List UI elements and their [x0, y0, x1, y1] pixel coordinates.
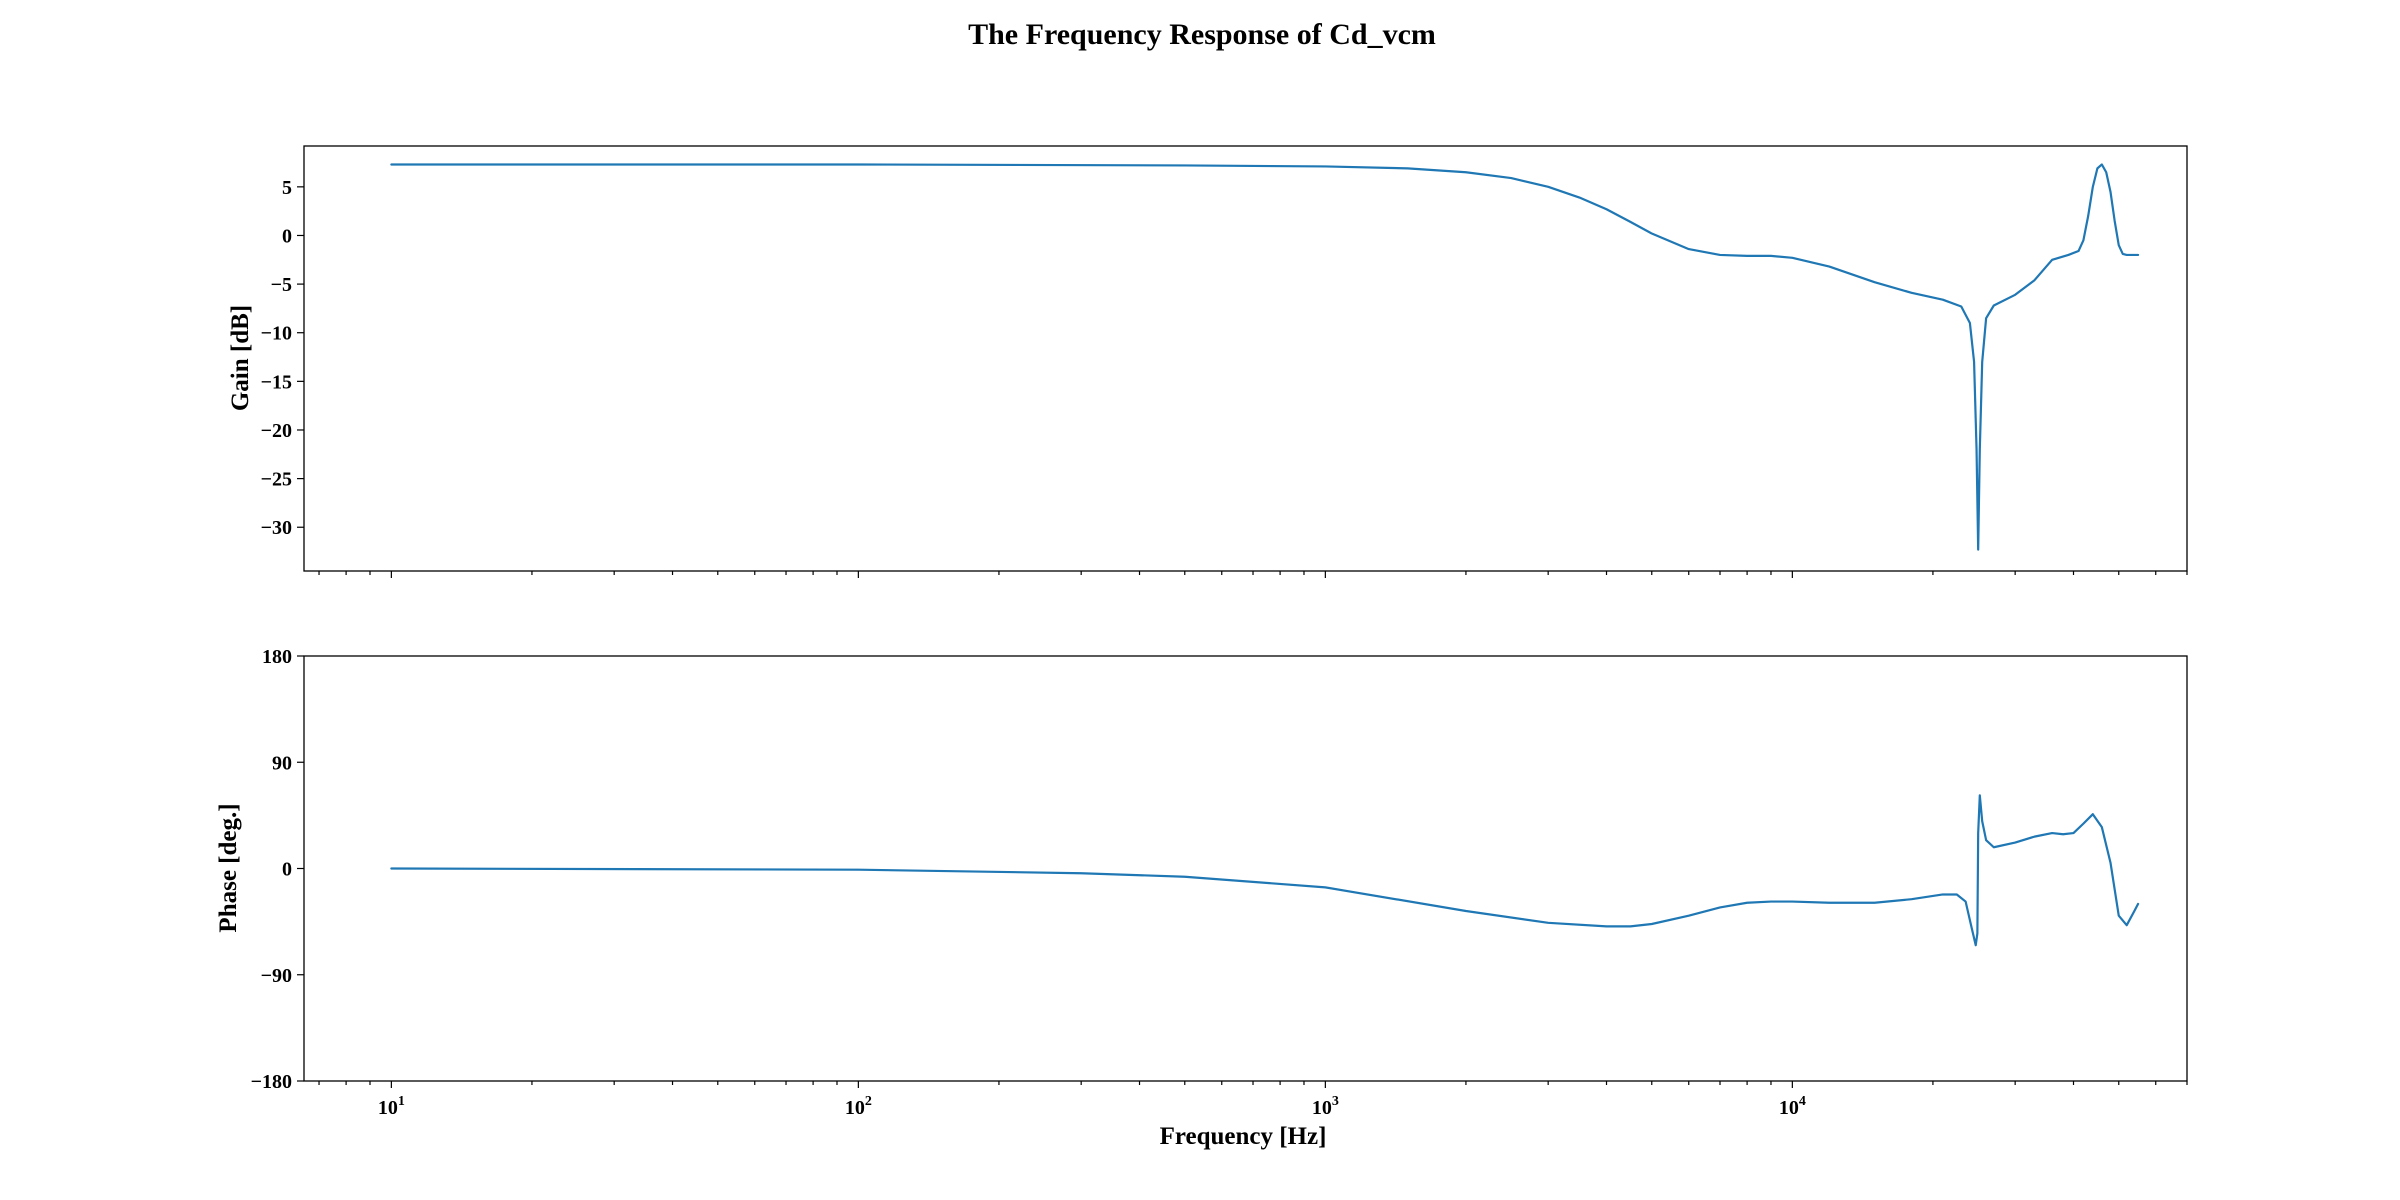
y-tick-label: −25	[261, 469, 292, 491]
y-tick-label: −20	[261, 420, 292, 442]
x-tick-label: 101	[378, 1094, 405, 1119]
y-tick-label: 0	[282, 225, 292, 247]
y-tick-label: 90	[272, 752, 292, 774]
phase-series-line	[390, 794, 2140, 947]
y-tick-label: −10	[261, 323, 292, 345]
gain-y-ticks: 5 0 −5 −10 −15 −20 −25 −30	[261, 177, 304, 539]
x-tick-label: 103	[1312, 1094, 1339, 1119]
y-tick-label: 180	[262, 646, 292, 668]
gain-plot-frame	[303, 145, 2188, 572]
phase-y-axis-label: Phase [deg.]	[215, 803, 242, 932]
x-tick-label: 102	[845, 1094, 872, 1119]
phase-y-ticks: 180 90 0 −90 −180	[251, 646, 304, 1093]
gain-y-axis-label: Gain [dB]	[227, 305, 254, 411]
y-tick-label: −15	[261, 371, 292, 393]
y-tick-label: −180	[251, 1071, 292, 1093]
y-tick-label: −90	[261, 965, 292, 987]
gain-subplot: 5 0 −5 −10 −15 −20 −25 −30 Gain [dB]	[227, 145, 2188, 578]
phase-x-ticks: 101 102 103 104	[318, 1081, 2188, 1119]
gain-x-ticks	[318, 571, 2188, 578]
x-axis-label: Frequency [Hz]	[1160, 1123, 1327, 1150]
y-tick-label: 0	[282, 859, 292, 881]
chart-title: The Frequency Response of Cd_vcm	[968, 18, 1436, 51]
y-tick-label: −5	[271, 274, 292, 296]
y-tick-label: −30	[261, 517, 292, 539]
gain-series-line	[390, 163, 2140, 551]
y-tick-label: 5	[282, 177, 292, 199]
x-tick-label: 104	[1779, 1094, 1806, 1119]
